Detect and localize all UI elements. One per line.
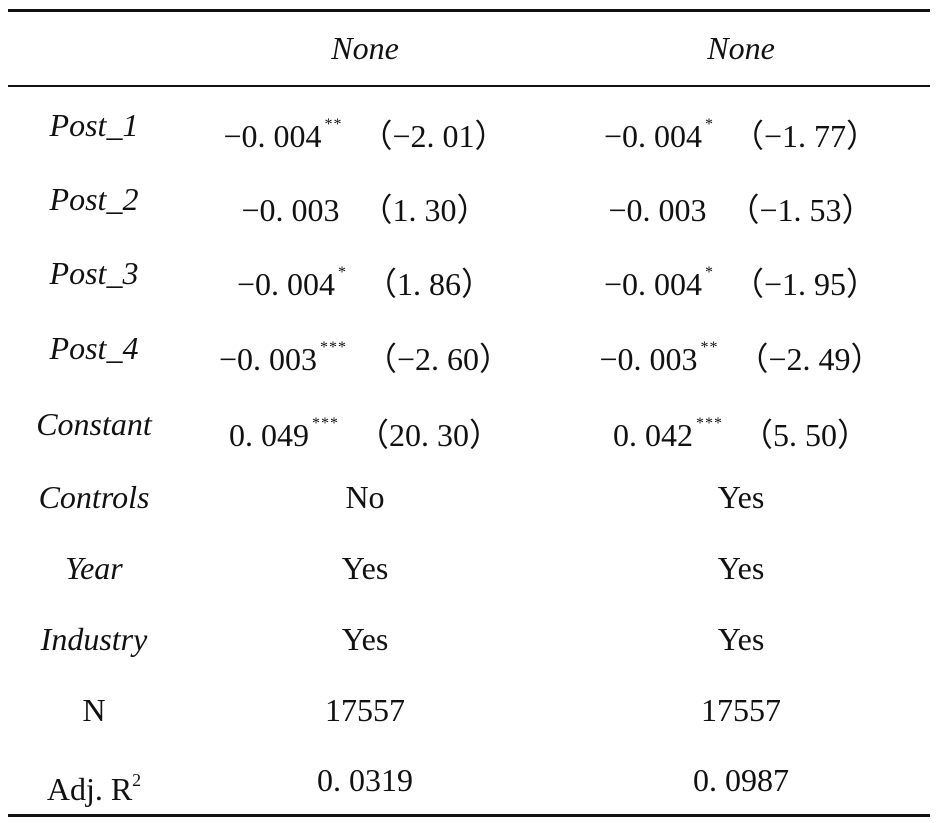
cell-controls-col-2: Yes — [717, 479, 765, 515]
cell-n-col-1: 17557 — [325, 692, 405, 728]
row-label-post-4: Post_4 — [49, 330, 139, 366]
cell-post-4-col-1: −0. 003 *** （−2. 60） — [218, 339, 512, 377]
cell-industry-col-1: Yes — [341, 621, 389, 657]
cell-n-col-2: 17557 — [701, 692, 781, 728]
cell-post-1-col-1: −0. 004 ** （−2. 01） — [223, 116, 507, 154]
header-col-2: None — [707, 30, 775, 66]
row-label-controls: Controls — [38, 479, 150, 515]
row-label-post-2: Post_2 — [49, 181, 139, 217]
top-rule — [8, 9, 930, 12]
cell-adj-r2-col-2: 0. 0987 — [693, 762, 789, 798]
header-col-1: None — [331, 30, 399, 66]
cell-constant-col-2: 0. 042 *** （5. 50） — [612, 415, 870, 453]
row-label-year: Year — [65, 550, 123, 586]
row-label-post-1: Post_1 — [49, 107, 139, 143]
row-label-industry: Industry — [40, 621, 148, 657]
cell-constant-col-1: 0. 049 *** （20. 30） — [228, 415, 502, 453]
cell-year-col-2: Yes — [717, 550, 765, 586]
row-label-adj-r2: Adj. R2 — [46, 770, 142, 807]
cell-post-4-col-2: −0. 003 ** （−2. 49） — [599, 339, 883, 377]
cell-post-3-col-1: −0. 004 * （1. 86） — [236, 264, 494, 302]
cell-post-3-col-2: −0. 004 * （−1. 95） — [603, 264, 879, 302]
row-label-post-3: Post_3 — [49, 255, 139, 291]
regression-table: None None Post_1 −0. 004 ** （−2. 01） −0. 0… — [8, 0, 930, 823]
cell-post-2-col-2: −0. 003 （−1. 53） — [608, 192, 874, 228]
row-label-n: N — [82, 692, 106, 728]
row-label-constant: Constant — [36, 406, 152, 442]
cell-controls-col-1: No — [345, 479, 385, 515]
cell-industry-col-2: Yes — [717, 621, 765, 657]
cell-post-1-col-2: −0. 004 * （−1. 77） — [603, 116, 879, 154]
cell-year-col-1: Yes — [341, 550, 389, 586]
cell-post-2-col-1: −0. 003 （1. 30） — [241, 192, 489, 228]
cell-adj-r2-col-1: 0. 0319 — [317, 762, 413, 798]
bottom-rule — [8, 814, 930, 817]
header-rule — [8, 85, 930, 87]
